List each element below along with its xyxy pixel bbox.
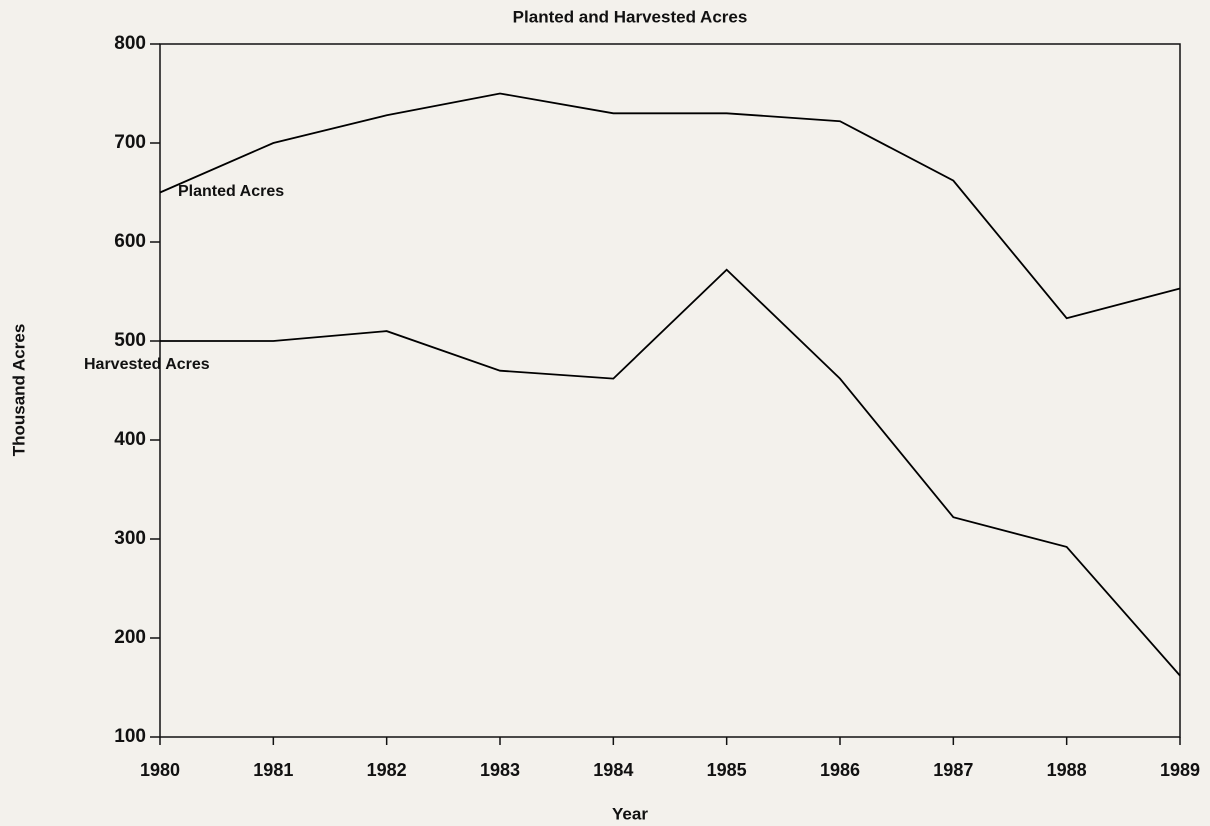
y-tick-label: 800 [114, 33, 146, 54]
x-tick-label: 1984 [593, 760, 633, 780]
x-tick-label: 1989 [1160, 760, 1200, 780]
x-tick-label: 1986 [820, 760, 860, 780]
series-line [160, 268, 1181, 677]
y-tick-label: 200 [114, 627, 146, 648]
series-label: Harvested Acres [84, 356, 210, 373]
y-tick-label: 100 [114, 726, 146, 747]
y-tick-label: 700 [114, 132, 146, 153]
y-tick-label: 400 [114, 429, 146, 450]
y-tick-label: 500 [114, 330, 146, 351]
x-tick-label: 1987 [933, 760, 973, 780]
chart-title: Planted and Harvested Acres [513, 7, 748, 26]
x-tick-label: 1982 [367, 760, 407, 780]
plot-frame [159, 43, 1181, 738]
x-tick-label: 1981 [253, 760, 293, 780]
y-tick-label: 600 [114, 231, 146, 252]
x-tick-label: 1983 [480, 760, 520, 780]
series-line [159, 92, 1181, 320]
series-label: Planted Acres [178, 183, 284, 200]
x-tick-label: 1988 [1047, 760, 1087, 780]
x-tick-label: 1980 [140, 760, 180, 780]
x-axis-label: Year [612, 804, 648, 823]
x-tick-label: 1985 [707, 760, 747, 780]
y-axis-label: Thousand Acres [9, 324, 28, 457]
y-tick-label: 300 [114, 528, 146, 549]
